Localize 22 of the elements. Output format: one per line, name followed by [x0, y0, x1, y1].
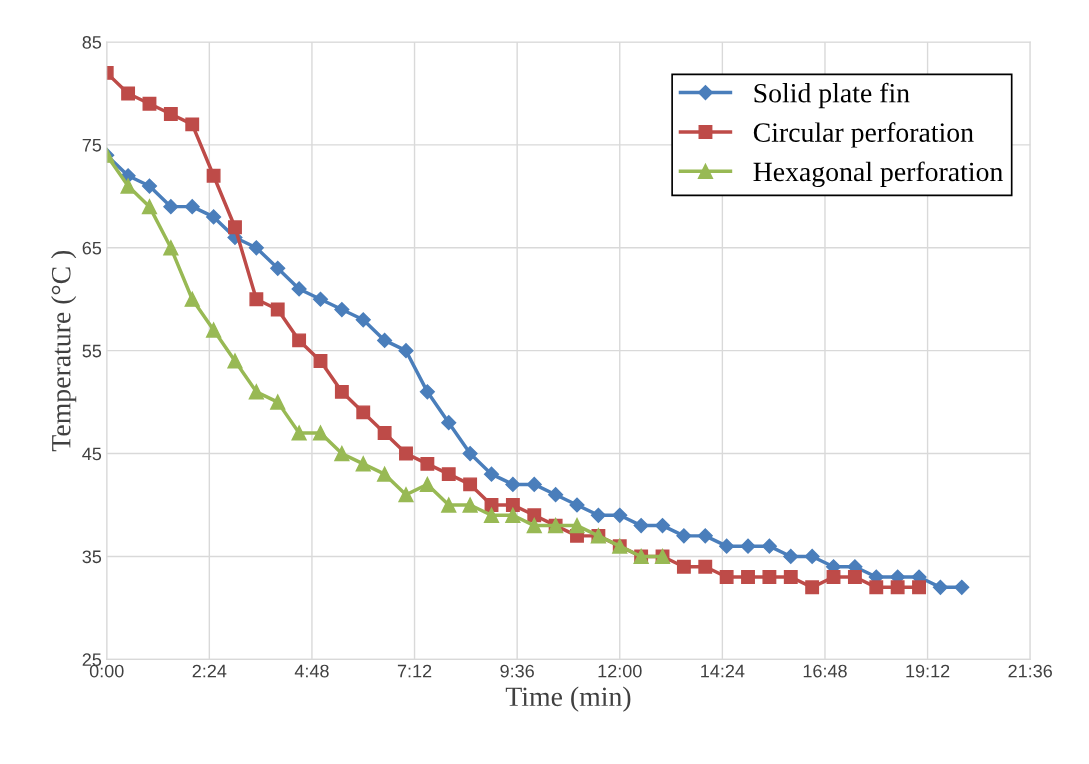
x-tick-label: 14:24 — [701, 664, 745, 678]
y-tick-label: 55 — [82, 344, 102, 358]
legend-label: Hexagonal perforation — [753, 161, 1003, 188]
y-tick-label: 25 — [82, 653, 102, 667]
x-tick-label: 0:00 — [89, 664, 124, 678]
x-tick-label: 16:48 — [803, 664, 847, 678]
legend-label: Solid plate fin — [754, 82, 910, 109]
x-tick-label: 2:24 — [192, 664, 227, 678]
x-tick-label: 7:12 — [397, 664, 432, 678]
y-tick-label: 65 — [82, 241, 102, 255]
y-axis-title: Temperature (°C ) — [51, 250, 77, 452]
y-tick-label: 85 — [82, 35, 102, 49]
y-tick-label: 75 — [82, 139, 102, 152]
x-tick-label: 21:36 — [1008, 664, 1052, 678]
x-tick-label: 12:00 — [598, 664, 642, 678]
x-tick-label: 4:48 — [294, 664, 329, 678]
x-tick-label: 9:36 — [500, 664, 534, 678]
y-tick-label: 45 — [82, 447, 102, 461]
legend-label: Circular perforation — [753, 122, 974, 148]
y-tick-label: 35 — [82, 550, 102, 564]
x-axis-title: Time (min) — [505, 686, 631, 712]
x-tick-label: 19:12 — [906, 664, 950, 678]
